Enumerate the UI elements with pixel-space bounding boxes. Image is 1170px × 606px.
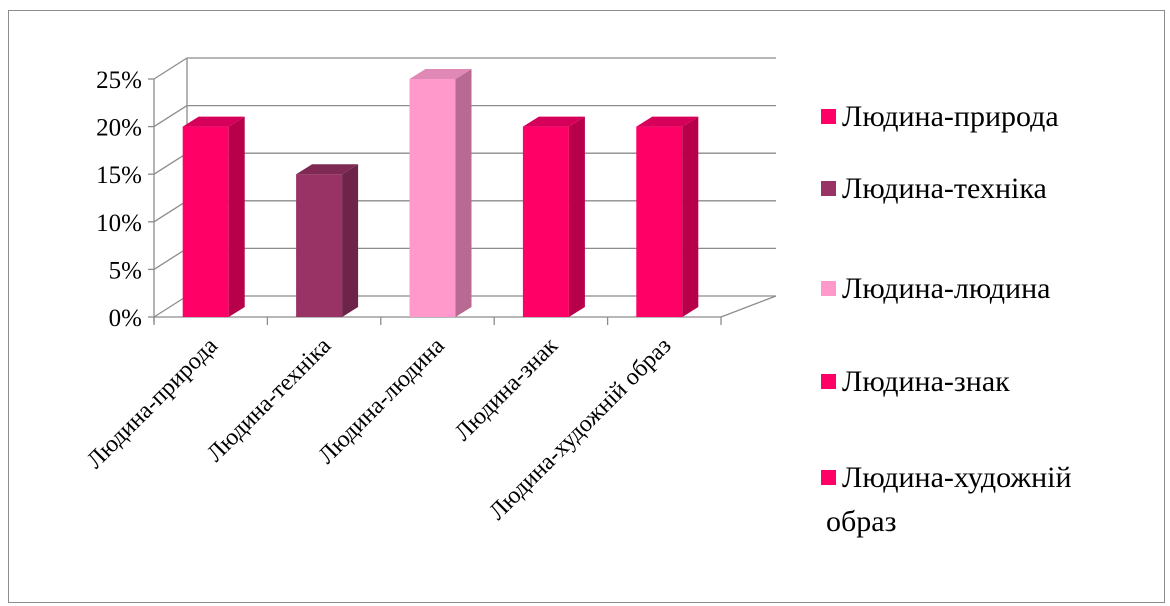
floor-edge: [721, 296, 776, 317]
legend-label: Людина-людина: [842, 272, 1050, 305]
bar-side: [569, 117, 585, 317]
legend-item: Людина-знак: [821, 365, 1010, 398]
side-wall-gridline: [154, 58, 187, 79]
y-tick-label: 25%: [96, 67, 142, 94]
bar: [523, 117, 585, 317]
chart-frame: 0% 5% 10% 15% 20% 25% Людина-природа Людина-те…: [8, 10, 1165, 603]
bar-front: [296, 174, 342, 317]
y-tick-label: 20%: [96, 115, 142, 142]
legend-swatch: [821, 281, 836, 296]
bar-front: [636, 127, 682, 317]
bar-side: [342, 164, 358, 317]
bar-side: [456, 69, 472, 317]
side-wall-gridline: [154, 248, 187, 269]
bar: [636, 117, 698, 317]
y-axis-tick-labels: 0% 5% 10% 15% 20% 25%: [96, 67, 142, 332]
chart-svg: 0% 5% 10% 15% 20% 25% Людина-природа Людина-те…: [9, 11, 1166, 604]
bar-front: [410, 79, 456, 317]
side-wall-gridline: [154, 153, 187, 174]
legend-label: Людина-художній образ: [826, 461, 1072, 538]
legend-item: Людина-художній образ: [821, 461, 1072, 538]
bar-side: [682, 117, 698, 317]
x-tick-label: Людина-знак: [450, 333, 563, 446]
bar: [410, 69, 472, 317]
legend-label: Людина-природа: [842, 100, 1059, 133]
legend-item: Людина-людина: [821, 272, 1050, 305]
legend-swatch: [821, 181, 836, 196]
side-wall-gridline: [154, 296, 187, 317]
bar-front: [523, 127, 569, 317]
legend-label: Людина-знак: [842, 365, 1010, 398]
bar-side: [229, 117, 245, 317]
legend-swatch: [821, 374, 836, 389]
x-tick-label: Людина-художній образ: [484, 333, 676, 525]
side-wall-gridline: [154, 201, 187, 222]
legend-swatch: [821, 470, 836, 485]
y-tick-label: 0%: [109, 305, 142, 332]
x-tick-label: Людина-природа: [82, 333, 223, 474]
legend-item: Людина-техніка: [821, 172, 1047, 205]
bar-front: [183, 127, 229, 317]
legend: Людина-природа Людина-техніка Людина-людин…: [821, 100, 1072, 538]
y-tick-label: 15%: [96, 162, 142, 189]
side-wall-gridline: [154, 106, 187, 127]
legend-swatch: [821, 109, 836, 124]
y-tick-label: 10%: [96, 210, 142, 237]
y-tick-label: 5%: [109, 257, 142, 284]
x-axis-category-labels: Людина-природаЛюдина-технікаЛюдина-людин…: [82, 333, 677, 526]
bar: [296, 164, 358, 317]
legend-item: Людина-природа: [821, 100, 1059, 133]
bar: [183, 117, 245, 317]
legend-label: Людина-техніка: [842, 172, 1047, 205]
